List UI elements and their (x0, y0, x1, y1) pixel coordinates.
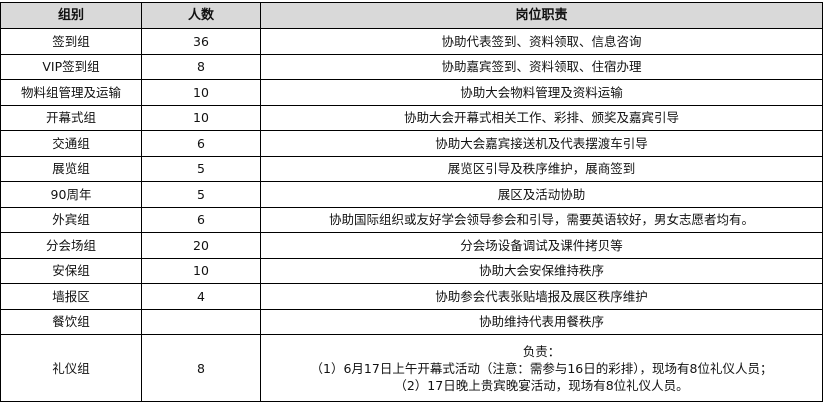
table-row: 餐饮组 协助维持代表用餐秩序 (0, 308, 823, 335)
duty-cell: 负责： （1）6月17日上午开幕式活动（注意：需参与16日的彩排），现场有8位礼… (260, 334, 823, 402)
header-row: 组别 人数 岗位职责 (0, 2, 823, 29)
duty-cell: 协助大会物料管理及资料运输 (260, 79, 823, 106)
duty-line: 负责： (522, 343, 561, 359)
count-cell: 10 (141, 257, 261, 284)
duty-line: （1）6月17日上午开幕式活动（注意：需参与16日的彩排），现场有8位礼仪人员； (310, 360, 773, 376)
group-cell: 展览组 (0, 155, 142, 182)
duty-cell: 协助大会安保维持秩序 (260, 257, 823, 284)
count-cell: 10 (141, 79, 261, 106)
count-cell: 4 (141, 283, 261, 310)
table-row: 外宾组 6 协助国际组织或友好学会领导参会和引导，需要英语较好，男女志愿者均有。 (0, 206, 823, 233)
table-row: 交通组 6 协助大会嘉宾接送机及代表摆渡车引导 (0, 130, 823, 157)
duty-cell: 协助参会代表张贴墙报及展区秩序维护 (260, 283, 823, 310)
group-cell: 物料组管理及运输 (0, 79, 142, 106)
duty-cell: 协助国际组织或友好学会领导参会和引导，需要英语较好，男女志愿者均有。 (260, 206, 823, 233)
group-cell: 礼仪组 (0, 334, 142, 402)
count-cell: 20 (141, 232, 261, 259)
table-row: 物料组管理及运输 10 协助大会物料管理及资料运输 (0, 79, 823, 106)
volunteer-table: 组别 人数 岗位职责 签到组 36 协助代表签到、资料领取、信息咨询 VIP签到组 8 协… (0, 2, 823, 402)
table-row: 90周年 5 展区及活动协助 (0, 181, 823, 208)
table-row: 开幕式组 10 协助大会开幕式相关工作、彩排、颁奖及嘉宾引导 (0, 104, 823, 131)
count-cell (141, 308, 261, 335)
table-row: 安保组 10 协助大会安保维持秩序 (0, 257, 823, 284)
group-cell: 墙报区 (0, 283, 142, 310)
group-cell: 分会场组 (0, 232, 142, 259)
duty-cell: 分会场设备调试及课件拷贝等 (260, 232, 823, 259)
header-count: 人数 (141, 2, 261, 29)
count-cell: 5 (141, 155, 261, 182)
group-cell: 外宾组 (0, 206, 142, 233)
group-cell: 交通组 (0, 130, 142, 157)
count-cell: 8 (141, 334, 261, 402)
count-cell: 6 (141, 130, 261, 157)
count-cell: 8 (141, 53, 261, 80)
duty-cell: 展览区引导及秩序维护，展商签到 (260, 155, 823, 182)
duty-cell: 协助大会嘉宾接送机及代表摆渡车引导 (260, 130, 823, 157)
table-row: 展览组 5 展览区引导及秩序维护，展商签到 (0, 155, 823, 182)
count-cell: 36 (141, 28, 261, 55)
group-cell: VIP签到组 (0, 53, 142, 80)
group-cell: 餐饮组 (0, 308, 142, 335)
duty-cell: 协助大会开幕式相关工作、彩排、颁奖及嘉宾引导 (260, 104, 823, 131)
duty-cell: 展区及活动协助 (260, 181, 823, 208)
count-cell: 5 (141, 181, 261, 208)
group-cell: 90周年 (0, 181, 142, 208)
table-row: 墙报区 4 协助参会代表张贴墙报及展区秩序维护 (0, 283, 823, 310)
count-cell: 6 (141, 206, 261, 233)
group-cell: 签到组 (0, 28, 142, 55)
header-duty: 岗位职责 (260, 2, 823, 29)
duty-cell: 协助维持代表用餐秩序 (260, 308, 823, 335)
group-cell: 安保组 (0, 257, 142, 284)
table-row: 分会场组 20 分会场设备调试及课件拷贝等 (0, 232, 823, 259)
duty-cell: 协助代表签到、资料领取、信息咨询 (260, 28, 823, 55)
table-row-last: 礼仪组 8 负责： （1）6月17日上午开幕式活动（注意：需参与16日的彩排），… (0, 334, 823, 402)
header-group: 组别 (0, 2, 142, 29)
group-cell: 开幕式组 (0, 104, 142, 131)
duty-line: （2）17日晚上贵宾晚宴活动，现场有8位礼仪人员。 (394, 377, 689, 393)
count-cell: 10 (141, 104, 261, 131)
duty-cell: 协助嘉宾签到、资料领取、住宿办理 (260, 53, 823, 80)
table-row: 签到组 36 协助代表签到、资料领取、信息咨询 (0, 28, 823, 55)
table-row: VIP签到组 8 协助嘉宾签到、资料领取、住宿办理 (0, 53, 823, 80)
